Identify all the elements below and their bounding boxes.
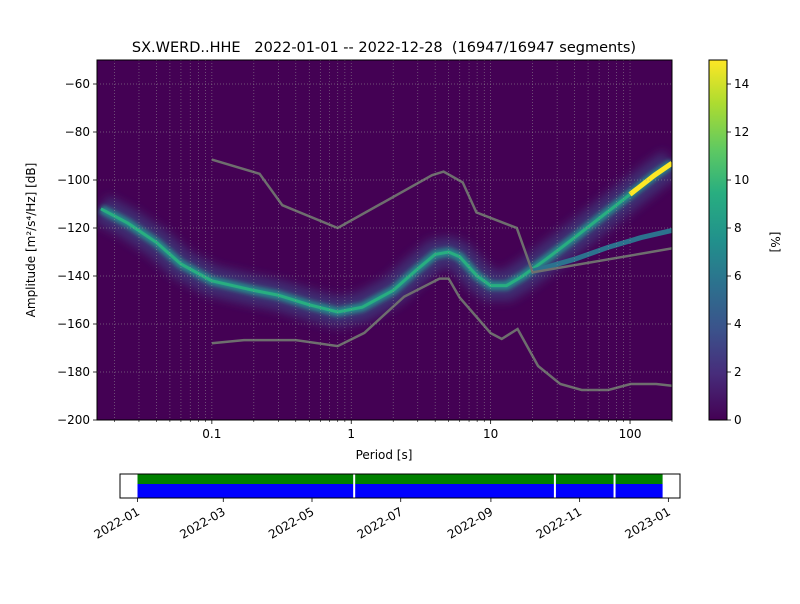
colorbar-tick-label: 12 bbox=[734, 125, 749, 139]
timeline-tick-label: 2022-09 bbox=[445, 504, 495, 541]
timeline-tick-label: 2022-07 bbox=[355, 504, 405, 541]
colorbar-tick-label: 14 bbox=[734, 77, 749, 91]
y-axis: −60 −80 −100 −120 −140 −160 −180 −200 bbox=[57, 77, 97, 427]
psd-peak-highlight bbox=[628, 161, 672, 197]
colorbar-label: [%] bbox=[768, 232, 782, 253]
colorbar-tick-label: 4 bbox=[734, 317, 742, 331]
timeline-tick-label: 2022-03 bbox=[177, 504, 227, 541]
y-tick-label: −60 bbox=[65, 77, 90, 91]
grid-lines bbox=[97, 60, 672, 420]
x-axis-label: Period [s] bbox=[356, 448, 413, 462]
high-noise-model-line bbox=[211, 158, 672, 274]
colorbar-tick-label: 10 bbox=[734, 173, 749, 187]
y-tick-label: −120 bbox=[57, 221, 90, 235]
colorbar-tick-label: 6 bbox=[734, 269, 742, 283]
timeline-tick-label: 2022-11 bbox=[534, 504, 584, 541]
plot-frame bbox=[96, 59, 673, 421]
y-tick-label: −140 bbox=[57, 269, 90, 283]
x-tick-label: 10 bbox=[483, 427, 498, 441]
timeline-bottom-band bbox=[137, 484, 663, 498]
timeline-tick-label: 2022-01 bbox=[92, 504, 142, 541]
chart-title: SX.WERD..HHE 2022-01-01 -- 2022-12-28 (1… bbox=[132, 40, 636, 56]
x-tick-label: 1 bbox=[347, 427, 355, 441]
timeline-top-band bbox=[137, 474, 663, 484]
x-tick-label: 0.1 bbox=[202, 427, 221, 441]
timeline-axis: 2022-01 2022-03 2022-05 2022-07 2022-09 2022-… bbox=[92, 498, 673, 542]
y-tick-label: −160 bbox=[57, 317, 90, 331]
colorbar-tick-label: 0 bbox=[734, 413, 742, 427]
y-tick-label: −200 bbox=[57, 413, 90, 427]
timeline-gaps bbox=[353, 474, 616, 498]
y-axis-label: Amplitude [m²/s⁴/Hz] [dB] bbox=[24, 163, 38, 318]
colorbar-axis: 0 2 4 6 8 10 12 14 bbox=[727, 77, 749, 427]
colorbar-tick-label: 2 bbox=[734, 365, 742, 379]
y-tick-label: −80 bbox=[65, 125, 90, 139]
y-tick-label: −180 bbox=[57, 365, 90, 379]
x-tick-label: 100 bbox=[619, 427, 642, 441]
timeline-gap bbox=[553, 474, 556, 498]
timeline-frame bbox=[119, 473, 681, 499]
colorbar-tick-label: 8 bbox=[734, 221, 742, 235]
timeline-tick-label: 2022-05 bbox=[266, 504, 316, 541]
timeline-gap bbox=[353, 474, 356, 498]
timeline-gap bbox=[613, 474, 616, 498]
psd-secondary-band bbox=[531, 227, 672, 274]
y-tick-label: −100 bbox=[57, 173, 90, 187]
timeline-tick-label: 2023-01 bbox=[622, 504, 672, 541]
colorbar bbox=[708, 59, 728, 421]
x-axis: 0.1 1 10 100 bbox=[114, 420, 673, 441]
